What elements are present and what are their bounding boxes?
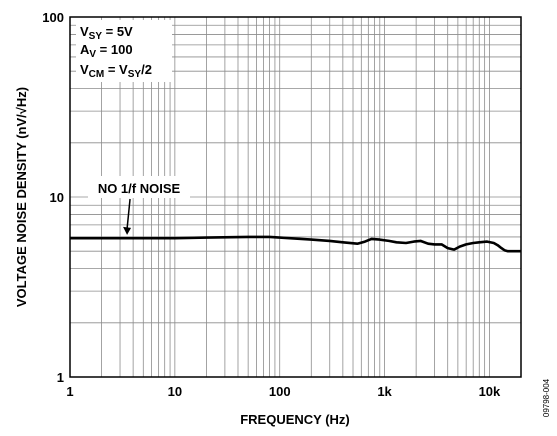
annotation-no-1f-noise: NO 1/f NOISE bbox=[88, 176, 190, 235]
series-layer bbox=[70, 235, 521, 253]
y-tick-label: 10 bbox=[50, 190, 64, 205]
y-axis-label: VOLTAGE NOISE DENSITY (nV/√Hz) bbox=[14, 87, 29, 307]
condition-line: VCM = VSY/2 bbox=[80, 62, 152, 80]
x-tick-label: 10 bbox=[168, 384, 182, 399]
y-tick-label: 100 bbox=[42, 10, 64, 25]
x-tick-label: 1 bbox=[66, 384, 73, 399]
annotation-arrow-head bbox=[123, 226, 132, 235]
x-tick-label: 1k bbox=[377, 384, 392, 399]
plot-frame bbox=[69, 16, 522, 378]
x-tick-label: 10k bbox=[479, 384, 501, 399]
annotation-label: NO 1/f NOISE bbox=[98, 181, 181, 196]
x-tick-labels: 1 10 100 1k 10k bbox=[66, 384, 501, 399]
x-axis-label: FREQUENCY (Hz) bbox=[240, 412, 350, 427]
x-tick-label: 100 bbox=[269, 384, 291, 399]
annotation-background bbox=[88, 176, 190, 198]
annotation-arrow-line bbox=[126, 198, 131, 230]
y-tick-label: 1 bbox=[57, 370, 64, 385]
series-line bbox=[70, 235, 521, 253]
condition-line: AV = 100 bbox=[80, 42, 133, 60]
conditions-background bbox=[76, 20, 172, 82]
condition-line: VSY = 5V bbox=[80, 24, 133, 42]
y-tick-labels: 1 10 100 bbox=[42, 10, 64, 385]
figure-id: 09798-004 bbox=[542, 378, 551, 417]
